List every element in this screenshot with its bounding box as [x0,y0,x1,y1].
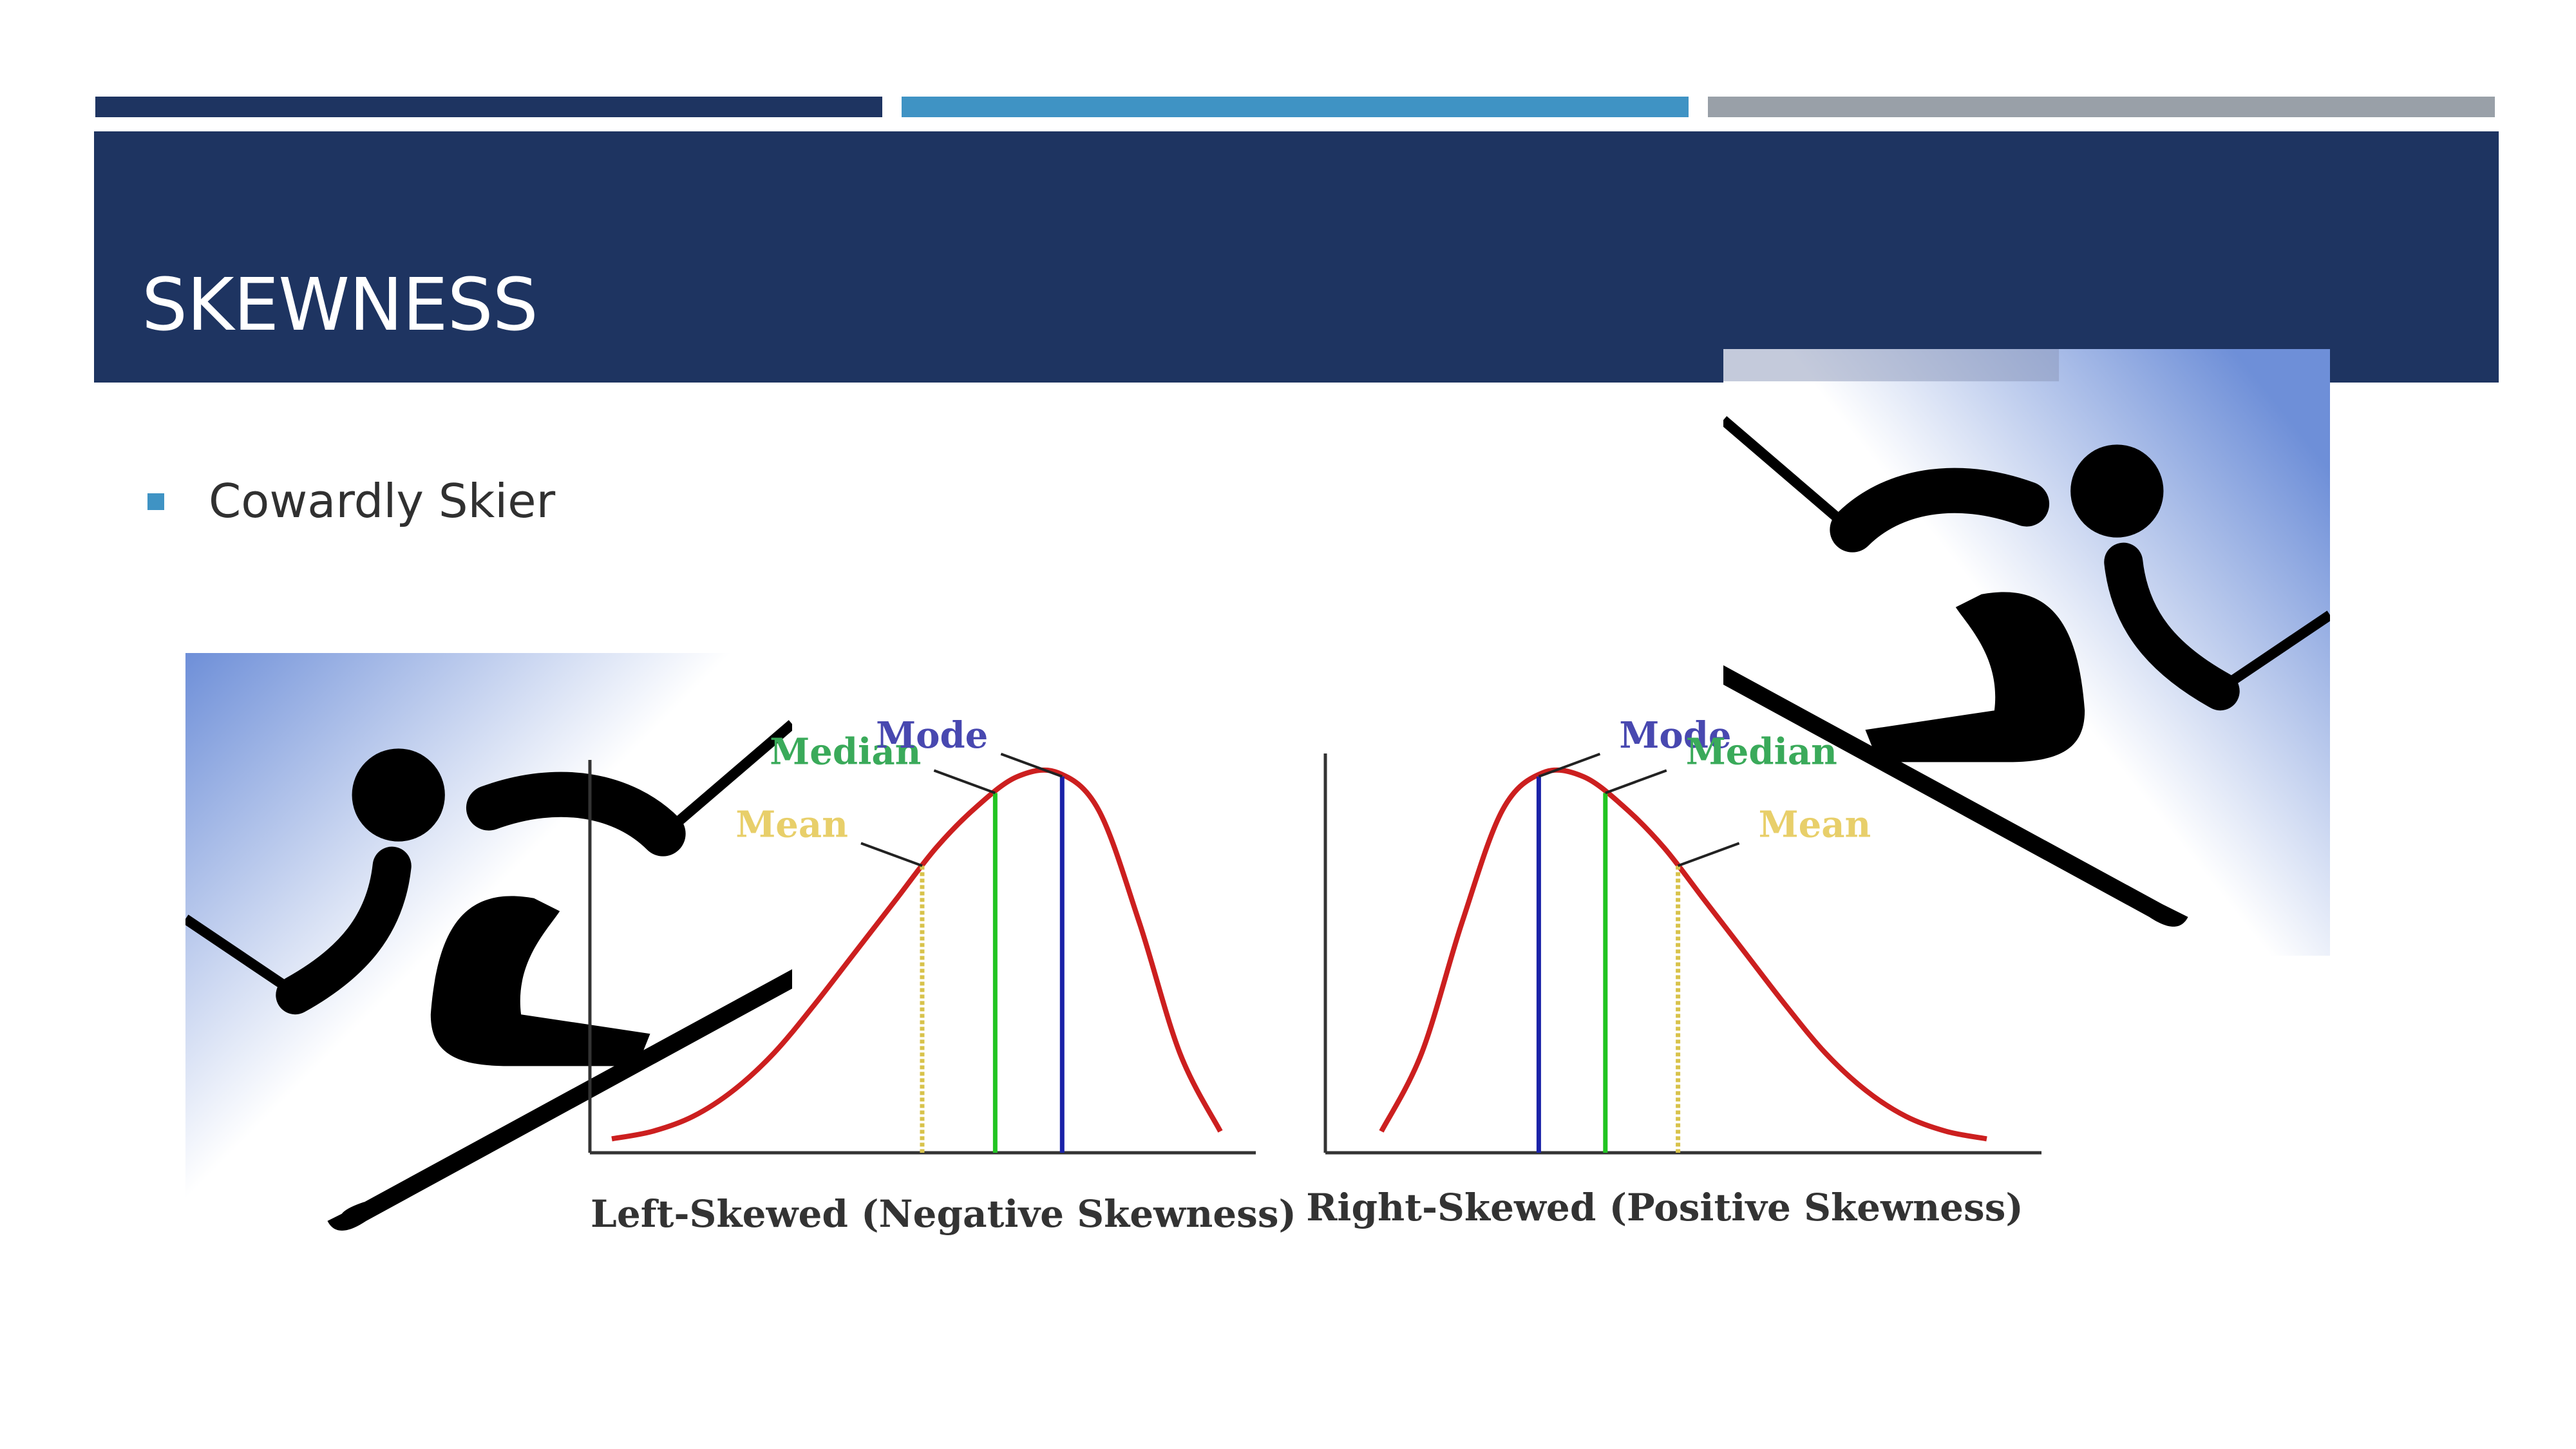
bullet-marker [147,493,164,510]
leader-line [1000,752,1063,778]
accent-stripe-blue [902,97,1689,117]
slide-title: SKEWNESS [142,263,538,347]
distribution-curve [611,767,1223,1142]
mean-label: Mean [735,803,848,846]
leader-line [1677,842,1740,867]
mean-label: Mean [1759,803,1871,846]
mode-label: Mode [1619,714,1731,757]
title-banner [94,131,2499,383]
accent-stripe-gray [1708,97,2495,117]
skier-icon [185,653,792,1260]
leader-line [1605,769,1667,795]
chart-caption: Right-Skewed (Positive Skewness) [1306,1186,2023,1229]
leader-line [1538,752,1601,778]
bullet-text: Cowardly Skier [209,474,556,528]
median-label: Median [770,730,921,773]
skier-icon [1723,349,2330,956]
leader-line [860,842,923,867]
mode-label: Mode [876,714,988,757]
distribution-curve [1379,767,1987,1142]
accent-stripe-dark [95,97,882,117]
chart-caption: Left-Skewed (Negative Skewness) [591,1192,1296,1236]
leader-line [933,769,996,795]
median-label: Median [1686,730,1837,773]
